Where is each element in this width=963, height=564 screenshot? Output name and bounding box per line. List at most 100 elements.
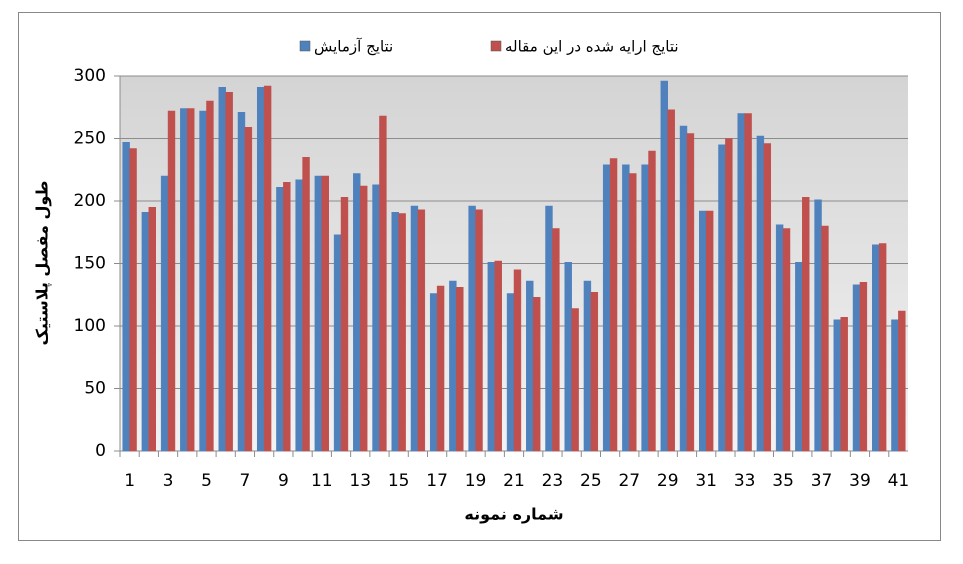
bar	[609, 158, 618, 452]
bar	[429, 293, 438, 452]
bar	[891, 319, 899, 452]
bar	[506, 293, 515, 452]
x-tick-label: 41	[888, 471, 910, 491]
bar	[872, 244, 880, 452]
bar	[744, 113, 752, 452]
x-tick-label: 35	[772, 471, 794, 491]
x-tick-label: 39	[849, 471, 871, 491]
bar	[333, 234, 342, 452]
bar	[494, 260, 502, 452]
bar	[417, 209, 426, 452]
bar	[545, 205, 553, 452]
bar	[571, 308, 579, 452]
bar	[398, 213, 406, 452]
bar	[206, 100, 214, 452]
x-tick-label: 25	[580, 471, 602, 491]
bar	[391, 212, 399, 452]
x-tick-label: 37	[811, 471, 833, 491]
bar	[775, 224, 784, 452]
bar	[564, 262, 572, 452]
x-tick-label: 31	[695, 471, 717, 491]
bar	[686, 133, 695, 452]
bar	[756, 135, 765, 452]
x-tick-label: 27	[618, 471, 640, 491]
bar	[237, 112, 246, 452]
bar	[449, 280, 457, 452]
bar	[602, 164, 611, 452]
legend-label: نتایج ارایه شده در این مقاله	[505, 38, 679, 56]
bar	[833, 319, 841, 452]
y-tick-label: 0	[95, 441, 106, 461]
bar	[718, 144, 726, 452]
bar	[737, 113, 745, 452]
bar	[129, 148, 137, 452]
bar	[705, 210, 714, 452]
x-tick-label: 5	[201, 471, 212, 491]
bar	[583, 280, 592, 452]
bar	[821, 225, 829, 452]
x-tick-label: 19	[465, 471, 487, 491]
bar	[679, 125, 688, 452]
bar	[814, 199, 822, 452]
bar	[699, 210, 707, 452]
bar	[321, 175, 329, 452]
y-tick-label: 250	[74, 129, 106, 149]
x-tick-label: 1	[124, 471, 135, 491]
bar	[513, 269, 522, 452]
bar	[167, 110, 176, 452]
bar	[660, 80, 669, 452]
bar	[263, 85, 272, 452]
y-tick-label: 100	[74, 316, 106, 336]
legend-swatch	[490, 40, 502, 52]
bar	[353, 173, 361, 452]
y-tick-label: 300	[74, 66, 106, 86]
bar	[475, 209, 483, 452]
bar	[256, 87, 265, 452]
x-tick-label: 11	[311, 471, 333, 491]
bar	[160, 175, 169, 452]
y-tick-label: 150	[74, 254, 106, 274]
y-tick-label: 50	[84, 379, 106, 399]
bar	[180, 108, 188, 452]
x-tick-label: 3	[163, 471, 174, 491]
bar	[725, 138, 733, 452]
bar	[218, 87, 226, 452]
bar	[436, 285, 445, 452]
bar	[622, 164, 630, 452]
bar	[456, 287, 464, 452]
bar	[782, 228, 791, 452]
bar	[667, 109, 675, 452]
bar	[372, 184, 380, 452]
bar	[283, 182, 291, 452]
x-tick-label: 21	[503, 471, 525, 491]
bar	[122, 142, 130, 452]
bar	[629, 173, 637, 452]
bar	[898, 310, 906, 452]
bar	[379, 115, 387, 452]
bar	[852, 284, 861, 452]
bar	[295, 179, 303, 452]
bar	[410, 205, 419, 452]
bar	[244, 127, 253, 452]
bar	[878, 243, 887, 452]
y-axis-title: طول مفصل پلاستیک	[33, 181, 53, 346]
bar	[276, 187, 284, 452]
bar	[648, 150, 656, 452]
bar	[763, 143, 772, 452]
bar	[187, 108, 195, 452]
bar	[552, 228, 560, 452]
legend-swatch	[299, 40, 311, 52]
bar	[468, 205, 476, 452]
bar	[859, 282, 868, 452]
x-tick-label: 15	[388, 471, 410, 491]
bar	[795, 262, 803, 452]
bar	[340, 197, 349, 452]
bar	[141, 212, 150, 452]
bar	[590, 292, 599, 452]
x-tick-label: 13	[349, 471, 371, 491]
bar	[532, 297, 541, 452]
x-axis-title: شماره نمونه	[464, 505, 563, 524]
bar	[225, 92, 233, 452]
x-tick-label: 17	[426, 471, 448, 491]
bar	[526, 280, 534, 452]
